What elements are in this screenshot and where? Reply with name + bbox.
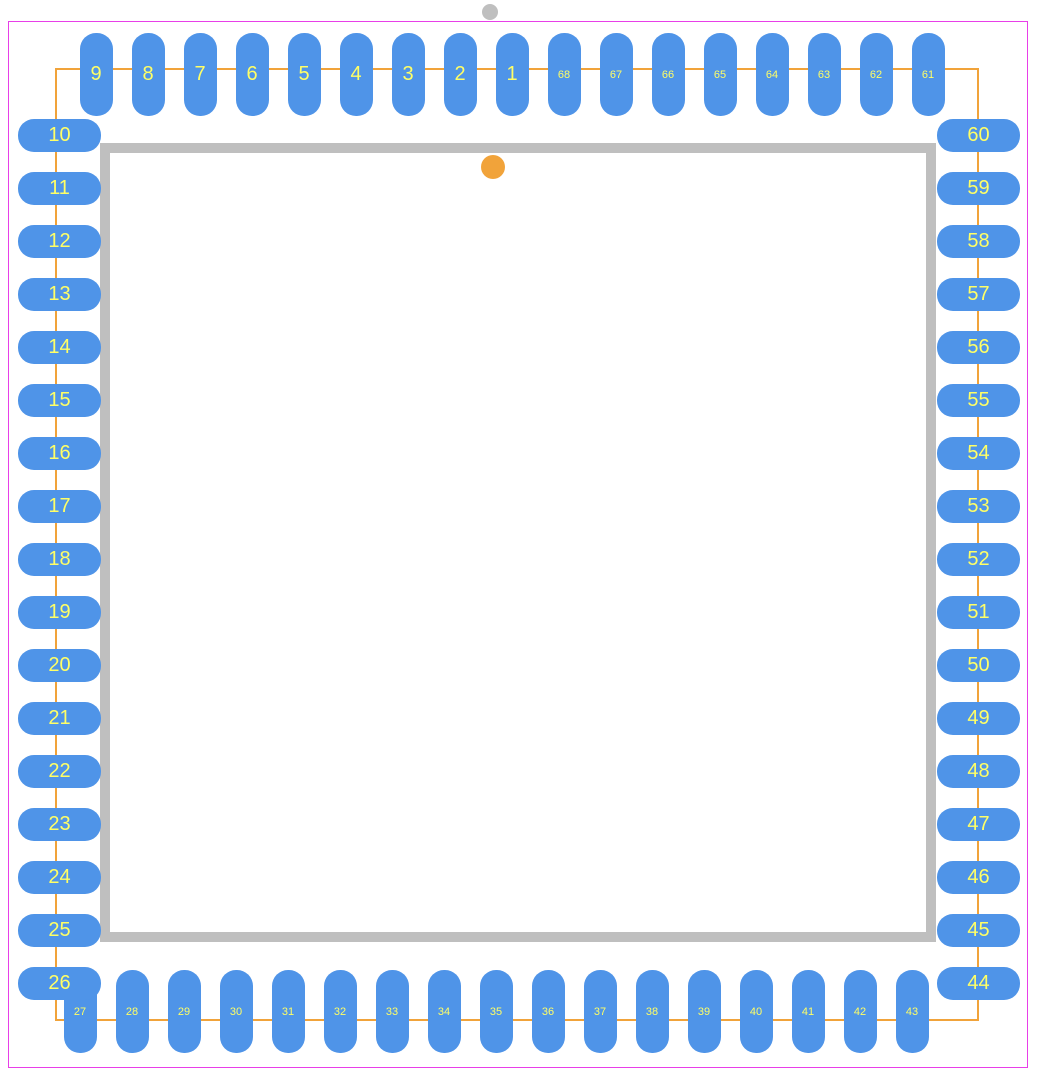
pad-40: 40 [740,970,773,1053]
pad-19: 19 [18,596,101,629]
pad-45: 45 [937,914,1020,947]
pin1-indicator-dot [481,155,505,179]
pad-58: 58 [937,225,1020,258]
pad-63: 63 [808,33,841,116]
pad-4: 4 [340,33,373,116]
pad-3: 3 [392,33,425,116]
pad-35: 35 [480,970,513,1053]
pad-2: 2 [444,33,477,116]
pad-42: 42 [844,970,877,1053]
pad-53: 53 [937,490,1020,523]
footprint-canvas: 9876543216867666564636261272829303132333… [0,0,1038,1074]
pad-14: 14 [18,331,101,364]
pad-47: 47 [937,808,1020,841]
pad-18: 18 [18,543,101,576]
pad-23: 23 [18,808,101,841]
pad-13: 13 [18,278,101,311]
pad-21: 21 [18,702,101,735]
pad-11: 11 [18,172,101,205]
pad-12: 12 [18,225,101,258]
pad-31: 31 [272,970,305,1053]
pad-61: 61 [912,33,945,116]
pad-56: 56 [937,331,1020,364]
pad-60: 60 [937,119,1020,152]
pad-36: 36 [532,970,565,1053]
pad-49: 49 [937,702,1020,735]
pad-24: 24 [18,861,101,894]
pad-43: 43 [896,970,929,1053]
pad-29: 29 [168,970,201,1053]
pad-38: 38 [636,970,669,1053]
pad-16: 16 [18,437,101,470]
pad-26: 26 [18,967,101,1000]
pad-46: 46 [937,861,1020,894]
pad-9: 9 [80,33,113,116]
body-outline [100,143,936,942]
pad-52: 52 [937,543,1020,576]
pad-25: 25 [18,914,101,947]
pad-32: 32 [324,970,357,1053]
pad-8: 8 [132,33,165,116]
pad-1: 1 [496,33,529,116]
pad-6: 6 [236,33,269,116]
pad-28: 28 [116,970,149,1053]
pad-67: 67 [600,33,633,116]
pad-10: 10 [18,119,101,152]
pad-37: 37 [584,970,617,1053]
pad-33: 33 [376,970,409,1053]
pad-15: 15 [18,384,101,417]
pad-64: 64 [756,33,789,116]
pad-7: 7 [184,33,217,116]
pad-66: 66 [652,33,685,116]
pad-50: 50 [937,649,1020,682]
pad-22: 22 [18,755,101,788]
pad-57: 57 [937,278,1020,311]
pad-17: 17 [18,490,101,523]
pad-41: 41 [792,970,825,1053]
pad-65: 65 [704,33,737,116]
pad-59: 59 [937,172,1020,205]
pad-62: 62 [860,33,893,116]
pad-39: 39 [688,970,721,1053]
pad-44: 44 [937,967,1020,1000]
pad-5: 5 [288,33,321,116]
orientation-dot-top [482,4,498,20]
pad-54: 54 [937,437,1020,470]
pad-48: 48 [937,755,1020,788]
pad-55: 55 [937,384,1020,417]
pad-51: 51 [937,596,1020,629]
pad-68: 68 [548,33,581,116]
pad-20: 20 [18,649,101,682]
pad-34: 34 [428,970,461,1053]
pad-30: 30 [220,970,253,1053]
